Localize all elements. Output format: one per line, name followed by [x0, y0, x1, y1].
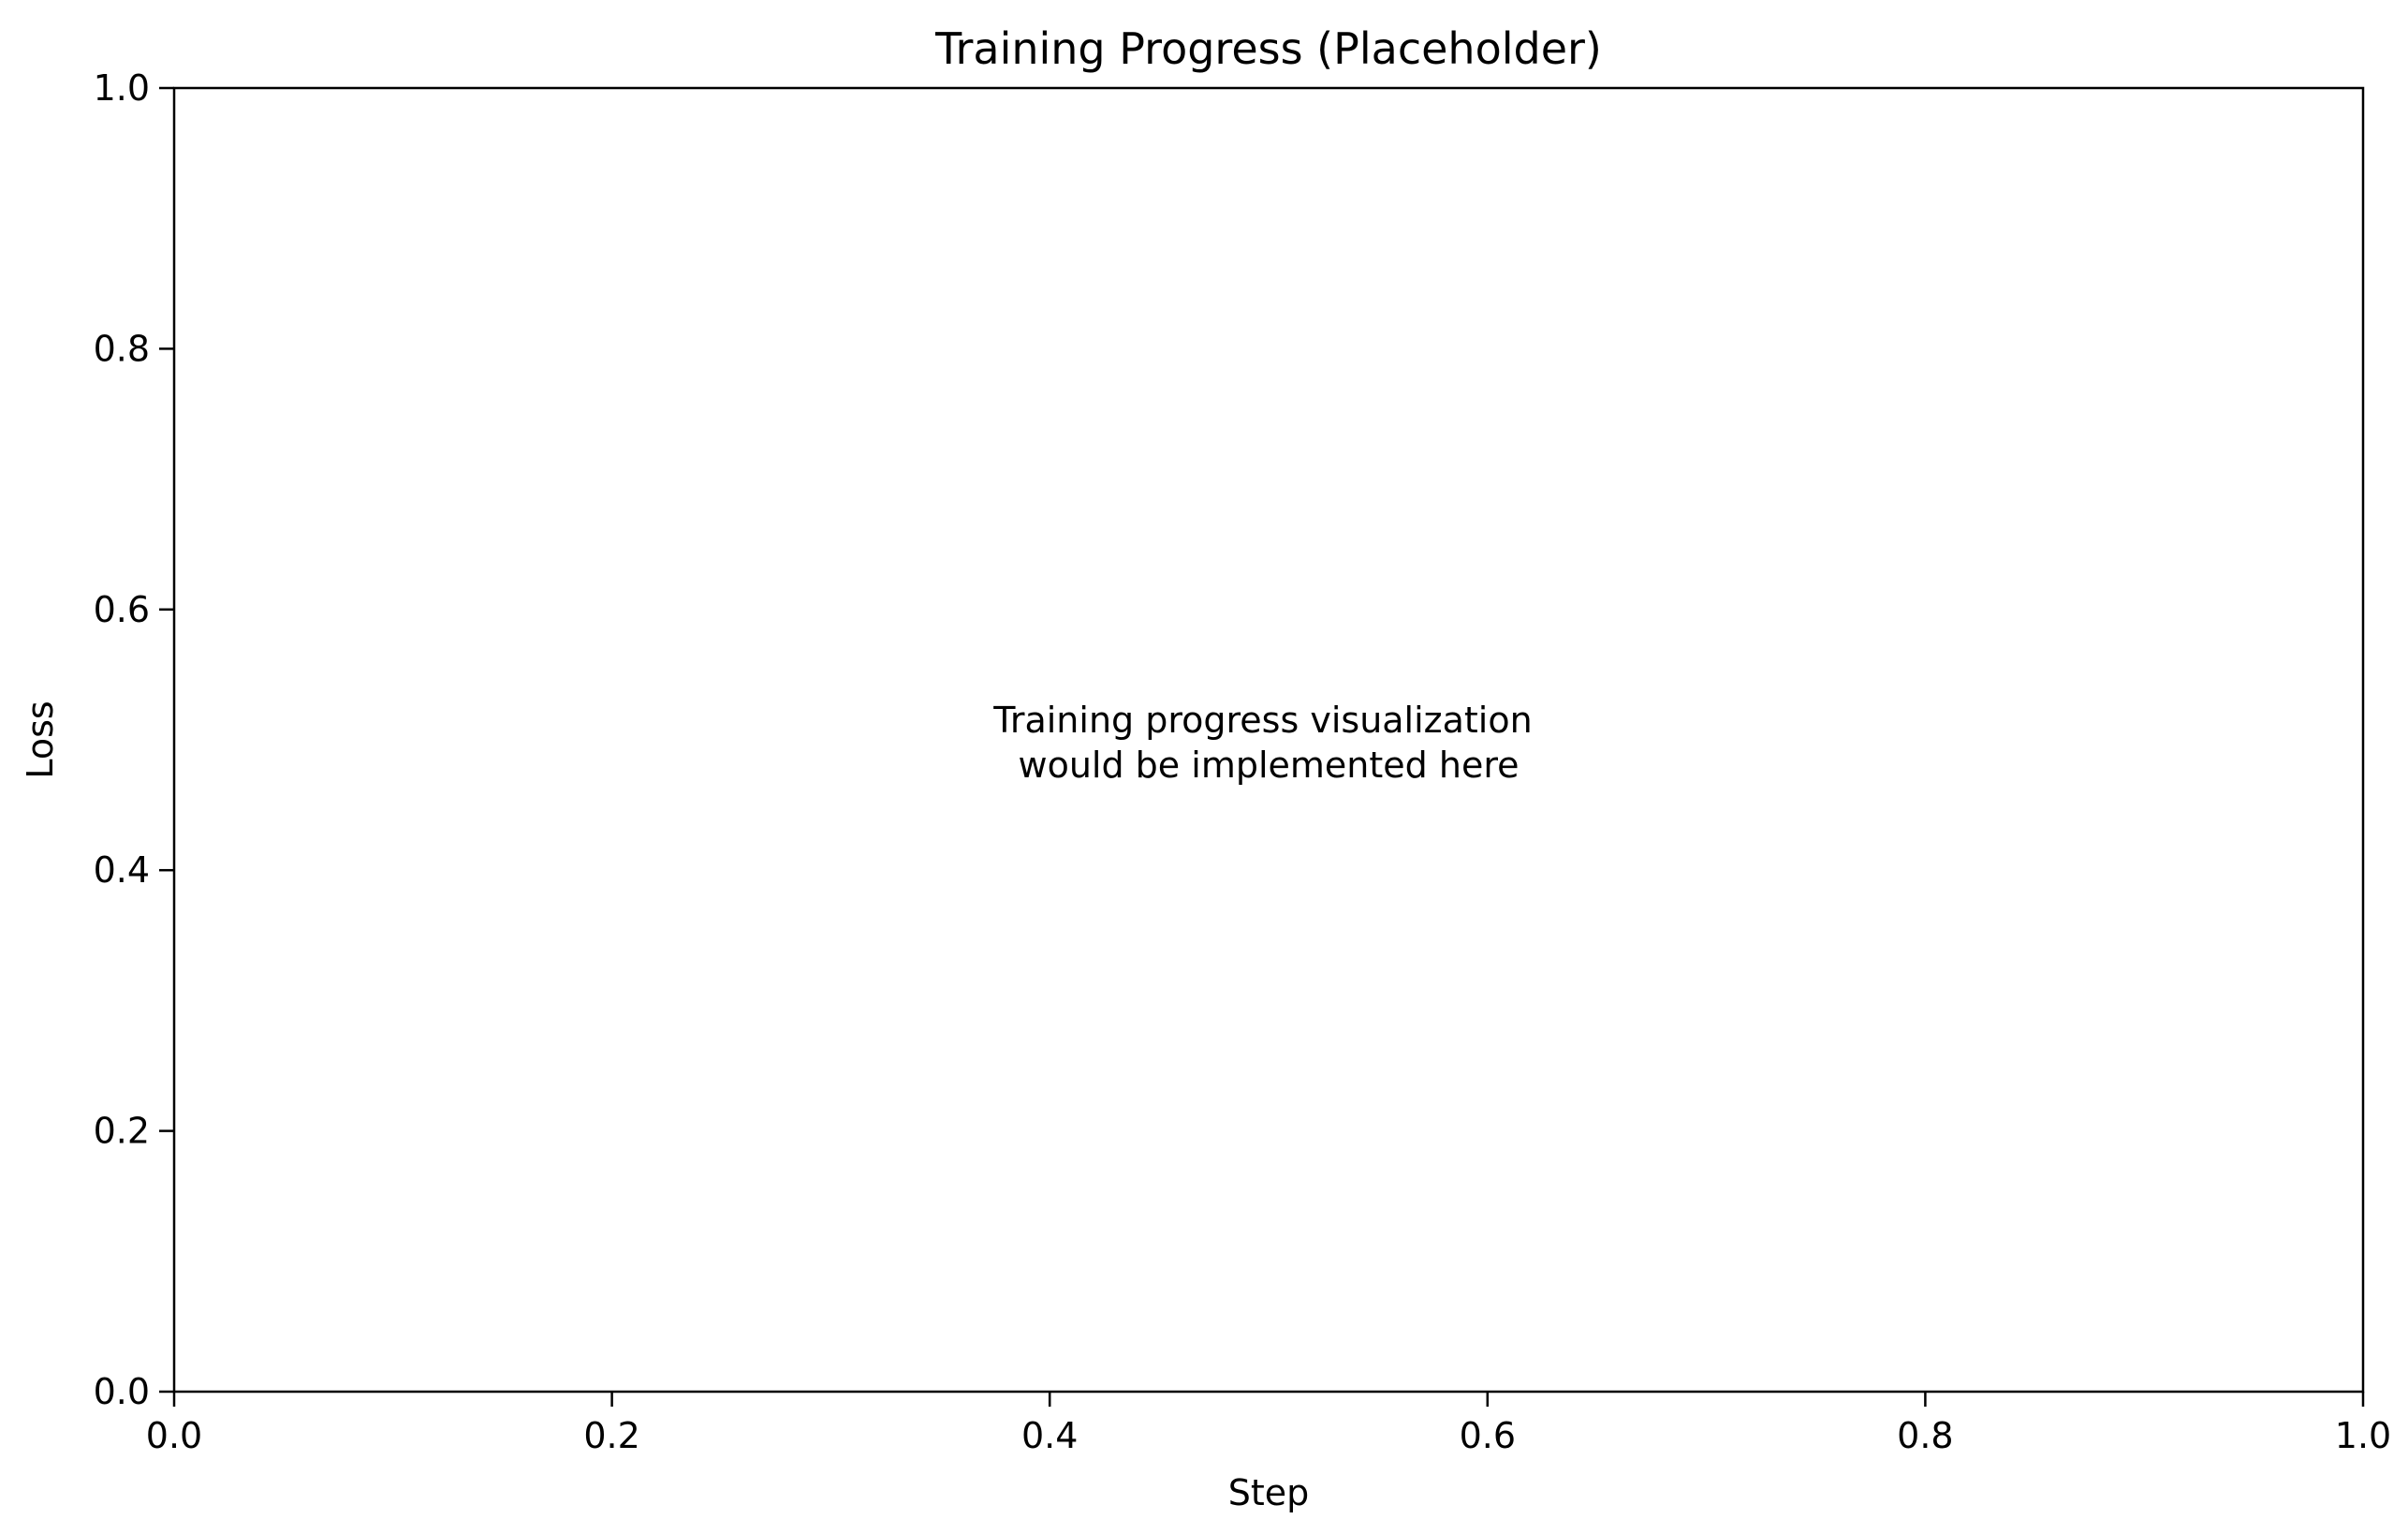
x-tick-label: 0.8 [1897, 1415, 1953, 1456]
y-tick-label: 0.0 [94, 1371, 150, 1412]
y-tick-label: 0.4 [94, 849, 150, 891]
x-tick-label: 0.0 [146, 1415, 202, 1456]
y-tick-label: 1.0 [94, 67, 150, 109]
y-tick-label: 0.6 [94, 589, 150, 630]
annotation-line-1: Training progress visualization [992, 700, 1533, 741]
chart-title: Training Progress (Placeholder) [934, 23, 1602, 74]
x-axis-ticks: 0.0 0.2 0.4 0.6 0.8 1.0 [146, 1392, 2391, 1456]
x-tick-label: 0.2 [583, 1415, 639, 1456]
x-tick-label: 1.0 [2335, 1415, 2391, 1456]
annotation-line-2: would be implemented here [1019, 745, 1520, 786]
placeholder-annotation: Training progress visualization would be… [992, 700, 1544, 786]
y-axis-label: Loss [20, 701, 61, 778]
plot-area-frame [172, 86, 2365, 1394]
x-tick-label: 0.4 [1021, 1415, 1078, 1456]
y-axis-ticks: 0.0 0.2 0.4 0.6 0.8 1.0 [94, 67, 174, 1412]
y-tick-label: 0.2 [94, 1111, 150, 1152]
y-tick-label: 0.8 [94, 328, 150, 369]
x-tick-label: 0.6 [1460, 1415, 1516, 1456]
x-axis-label: Step [1228, 1472, 1310, 1513]
